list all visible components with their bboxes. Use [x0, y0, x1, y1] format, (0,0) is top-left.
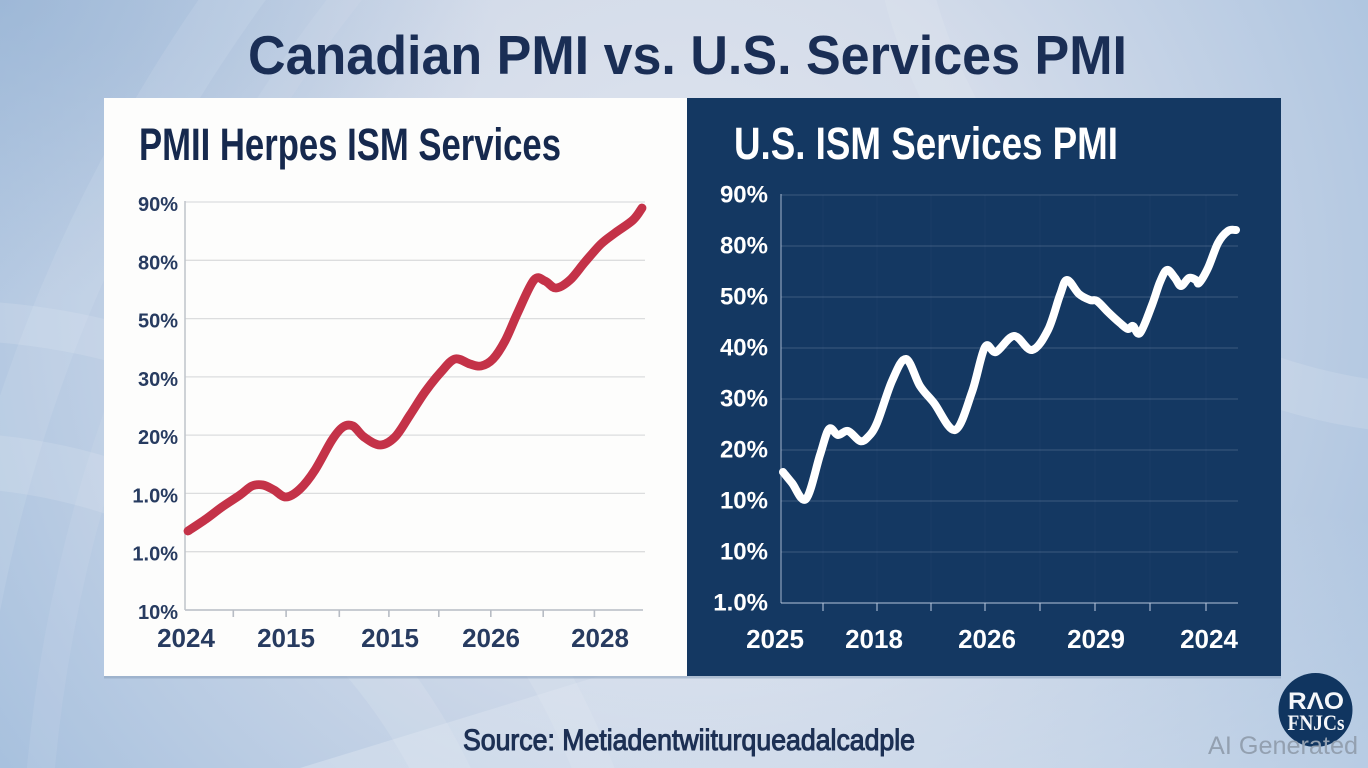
svg-text:20%: 20% [720, 437, 768, 464]
svg-text:Source: Metiadentwiiturqueadal: Source: Metiadentwiiturqueadalcadple [463, 724, 915, 757]
svg-text:1.0%: 1.0% [713, 590, 768, 617]
svg-text:90%: 90% [138, 194, 178, 216]
svg-text:AI Generated: AI Generated [1208, 732, 1358, 760]
svg-text:2015: 2015 [257, 623, 315, 653]
svg-text:10%: 10% [720, 539, 768, 566]
svg-text:PMII Herpes ISM Services: PMII Herpes ISM Services [139, 119, 561, 170]
svg-text:50%: 50% [138, 311, 178, 333]
svg-text:10%: 10% [138, 602, 178, 624]
svg-text:2025: 2025 [746, 624, 804, 654]
svg-text:2026: 2026 [958, 624, 1016, 654]
svg-text:1.0%: 1.0% [132, 485, 178, 507]
svg-text:2028: 2028 [571, 623, 629, 653]
svg-text:2015: 2015 [361, 623, 419, 653]
svg-text:2018: 2018 [845, 624, 903, 654]
svg-text:10%: 10% [720, 488, 768, 515]
svg-text:40%: 40% [720, 335, 768, 362]
svg-text:30%: 30% [138, 369, 178, 391]
svg-text:20%: 20% [138, 427, 178, 449]
svg-text:2024: 2024 [1180, 624, 1238, 654]
svg-text:80%: 80% [720, 233, 768, 260]
svg-text:Canadian PMI vs. U.S. Services: Canadian PMI vs. U.S. Services PMI [248, 24, 1127, 86]
svg-text:50%: 50% [720, 284, 768, 311]
svg-text:1.0%: 1.0% [132, 544, 178, 566]
svg-text:2026: 2026 [462, 623, 520, 653]
svg-text:30%: 30% [720, 386, 768, 413]
svg-text:90%: 90% [720, 182, 768, 209]
svg-text:80%: 80% [138, 252, 178, 274]
svg-text:2024: 2024 [157, 623, 215, 653]
svg-text:FNJCs: FNJCs [1288, 710, 1345, 735]
svg-text:U.S. ISM Services PMI: U.S. ISM Services PMI [734, 118, 1118, 169]
svg-text:2029: 2029 [1067, 624, 1125, 654]
svg-text:RΛO: RΛO [1288, 688, 1344, 715]
